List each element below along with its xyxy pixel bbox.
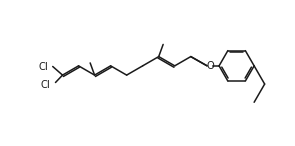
Text: Cl: Cl [39, 62, 49, 72]
Text: O: O [206, 61, 214, 71]
Text: Cl: Cl [40, 80, 50, 90]
